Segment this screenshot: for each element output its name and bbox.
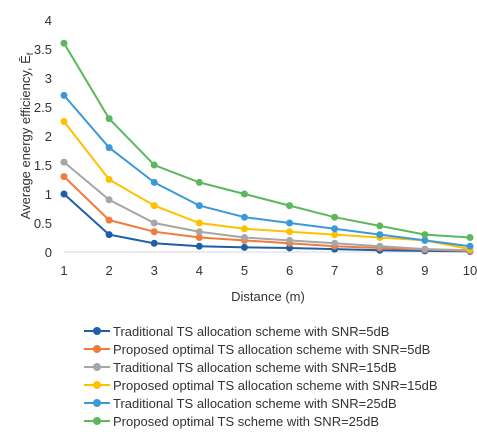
y-tick-label: 1 [45,187,52,202]
data-point [150,202,158,210]
series-line [63,193,471,253]
x-tick-label: 9 [421,263,428,278]
series-3 [60,158,474,254]
y-tick-label: 1.5 [34,158,52,173]
legend-swatch [84,416,110,426]
x-tick-label: 2 [105,263,112,278]
data-point [105,144,113,152]
series-line [63,175,471,252]
y-axis-label-main: Average energy efficiency, Ē [18,55,33,219]
line-chart: 0 0.5 1 1.5 2 2.5 3 3.5 4 1 2 3 4 5 6 7 8 9 10 Distance (m… [18,13,477,304]
data-point [240,225,248,233]
data-point [150,228,158,236]
y-tick-label: 0 [45,245,52,260]
series-line [63,120,471,251]
legend-swatch [84,326,110,336]
data-point [60,158,68,166]
x-tick-label: 10 [463,263,477,278]
x-tick-label: 1 [60,263,67,278]
y-tick-label: 2.5 [34,100,52,115]
data-point [105,176,113,183]
data-point [150,161,158,169]
data-point [195,228,203,236]
data-point [240,243,248,251]
x-tick-label: 6 [286,263,293,278]
data-point [240,234,248,241]
data-point [60,173,68,181]
x-tick-label: 7 [331,263,338,278]
y-tick-label: 2 [45,129,52,144]
legend-item: Proposed optimal TS allocation scheme wi… [84,376,438,394]
series-5 [60,91,474,250]
y-tick-label: 4 [45,13,52,28]
x-tick-label: 8 [376,263,383,278]
legend-label: Proposed optimal TS allocation scheme wi… [113,377,438,393]
legend-item: Proposed optimal TS scheme with SNR=25dB [84,412,438,430]
data-point [195,178,203,186]
data-point [150,239,158,247]
data-point [466,234,474,241]
x-tick-label: 5 [241,263,248,278]
data-point [105,231,113,239]
legend-item: Traditional TS allocation scheme with SN… [84,322,438,340]
data-point [60,118,68,125]
y-axis-label-subscript: f [25,52,35,55]
y-tick-label: 3 [45,71,52,86]
data-point [376,222,384,230]
legend-label: Proposed optimal TS scheme with SNR=25dB [113,413,380,429]
data-point [150,178,158,186]
legend-label: Traditional TS allocation scheme with SN… [113,323,390,339]
data-point [376,231,384,239]
data-point [195,234,203,241]
series-6 [60,39,474,241]
legend-swatch [84,362,110,372]
series-2 [60,173,474,255]
data-point [195,202,203,210]
data-point [105,216,113,224]
x-tick-label: 4 [196,263,203,278]
y-tick-label: 3.5 [34,42,52,57]
legend-label: Traditional TS allocation scheme with SN… [113,395,397,411]
legend-item: Traditional TS allocation scheme with SN… [84,358,438,376]
data-point [286,236,294,244]
data-point [466,242,474,250]
data-point [60,190,68,198]
data-point [286,202,294,210]
data-point [105,115,113,123]
x-axis-label: Distance (m) [231,289,305,304]
data-point [150,219,158,227]
data-point [240,213,248,221]
series-line [63,94,471,248]
legend: Traditional TS allocation scheme with SN… [84,322,438,430]
data-point [376,242,384,250]
legend-item: Traditional TS allocation scheme with SN… [84,394,438,412]
data-point [105,196,113,204]
y-tick-label: 0.5 [34,216,52,231]
data-point [195,219,203,227]
y-axis-label: Average energy efficiency, Ēf [18,52,35,219]
legend-swatch [84,398,110,408]
legend-label: Traditional TS allocation scheme with SN… [113,359,397,375]
data-point [331,225,339,233]
x-tick-label: 3 [151,263,158,278]
data-point [331,213,339,221]
data-point [331,239,339,247]
legend-item: Proposed optimal TS allocation scheme wi… [84,340,438,358]
legend-swatch [84,344,110,354]
series-line [63,42,471,239]
data-point [60,39,68,47]
data-point [286,228,294,236]
data-point [240,190,248,198]
legend-label: Proposed optimal TS allocation scheme wi… [113,341,431,357]
data-point [421,236,429,244]
data-point [195,242,203,250]
data-point [331,231,339,239]
data-point [60,91,68,99]
data-point [421,245,429,253]
legend-swatch [84,380,110,390]
data-point [286,219,294,227]
data-point [421,231,429,239]
series-line [63,161,471,252]
